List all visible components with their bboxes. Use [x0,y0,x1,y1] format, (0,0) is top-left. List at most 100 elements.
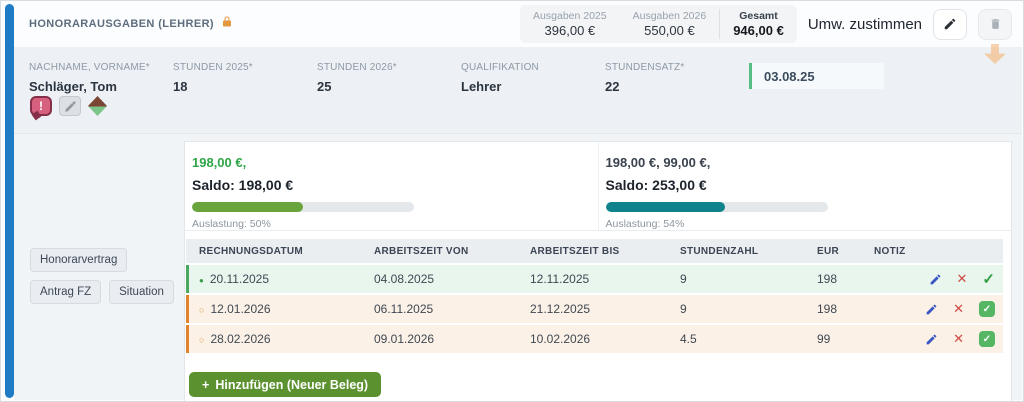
field-label: STUNDENSATZ* [605,62,685,73]
row-delete-x-icon[interactable]: ✕ [956,271,968,286]
table-row: ● 20.11.2025 04.08.2025 12.11.2025 9 198 … [186,265,1003,293]
honorarvertrag-button[interactable]: Honorarvertrag [30,248,128,272]
column-header: EUR [817,245,840,257]
summary-2025: 198,00 €, Saldo: 198,00 € Auslastung: 50… [185,142,598,230]
status-circle-icon: ○ [199,305,205,315]
status-circle-icon: ○ [199,335,205,345]
situation-button[interactable]: Situation [109,280,174,304]
utilization-label: Auslastung: 50% [192,218,271,230]
field-label: STUNDEN 2025* [173,62,253,73]
edit-disabled-icon[interactable] [59,96,81,116]
utilization-bar [605,202,828,212]
column-header: ARBEITSZEIT BIS [530,245,620,257]
cell-rechnungsdatum: ○ 28.02.2026 [199,332,271,346]
person-status-icons: ! [30,96,107,116]
summary-saldo: Saldo: 198,00 € [192,177,294,193]
row-edit-pencil-icon[interactable] [925,303,938,316]
expense-summary: Ausgaben 2025 396,00 € Ausgaben 2026 550… [520,5,797,43]
row-approve-checkbox-icon[interactable]: ✓ [979,301,995,317]
stat-label: Ausgaben 2025 [533,10,607,22]
field-qualifikation: QUALIFIKATION Lehrer [461,62,605,133]
field-stunden-2025: STUNDEN 2025* 18 [173,62,317,133]
utilization-bar [192,202,414,212]
column-header: ARBEITSZEIT VON [374,245,469,257]
column-header: RECHNUNGSDATUM [199,245,304,257]
summary-amounts: 198,00 €, 99,00 €, [605,155,711,170]
stat-ausgaben-2026: Ausgaben 2026 550,00 € [620,9,720,39]
field-value: 18 [173,79,188,94]
row-actions: ✕ ✓ [919,270,1003,288]
column-header: STUNDENZAHL [680,245,759,257]
row-delete-x-icon[interactable]: ✕ [953,301,964,316]
header: HONORARAUSGABEN (LEHRER) Ausgaben 2025 3… [14,1,1022,47]
trash-icon [989,17,1002,31]
accent-bar [5,4,14,398]
beleg-table: RECHNUNGSDATUM ARBEITSZEIT VON ARBEITSZE… [186,239,1003,353]
cell-stundenzahl: 9 [680,272,687,286]
header-actions: Ausgaben 2025 396,00 € Ausgaben 2026 550… [520,5,1012,43]
field-value: Lehrer [461,79,502,94]
cell-rechnungsdatum: ○ 12.01.2026 [199,302,271,316]
cell-eur: 198 [817,272,838,286]
sidebar-buttons: Honorarvertrag Antrag FZ Situation [30,248,182,304]
page-title: HONORARAUSGABEN (LEHRER) [29,18,214,30]
field-label: STUNDEN 2026* [317,62,397,73]
stat-gesamt: Gesamt 946,00 € [719,9,797,39]
stat-label: Gesamt [739,10,778,22]
umw-zustimmen-action[interactable]: Umw. zustimmen [807,15,922,33]
cell-eur: 198 [817,302,838,316]
row-actions: ✕ ✓ [919,301,1003,317]
field-label: QUALIFIKATION [461,62,539,73]
table-header: RECHNUNGSDATUM ARBEITSZEIT VON ARBEITSZE… [186,239,1003,263]
row-edit-pencil-icon[interactable] [929,273,942,286]
cell-arbeitszeit-von: 09.01.2026 [374,332,435,346]
stat-label: Ausgaben 2026 [632,10,707,22]
content-area: Honorarvertrag Antrag FZ Situation 198,0… [14,133,1022,401]
field-stundensatz: STUNDENSATZ* 22 [605,62,749,133]
cell-eur: 99 [817,332,831,346]
cell-arbeitszeit-von: 04.08.2025 [374,272,435,286]
saldo-summaries: 198,00 €, Saldo: 198,00 € Auslastung: 50… [185,142,1011,231]
stat-value: 550,00 € [644,23,695,38]
comment-warning-icon[interactable]: ! [30,96,52,116]
detail-panel: 198,00 €, Saldo: 198,00 € Auslastung: 50… [184,141,1012,401]
field-value: 25 [317,79,332,94]
field-value: 22 [605,79,620,94]
summary-saldo: Saldo: 253,00 € [605,177,707,193]
summary-amounts: 198,00 €, [192,155,247,170]
table-row: ○ 12.01.2026 06.11.2025 21.12.2025 9 198 … [186,295,1003,323]
utilization-bar-fill [192,202,303,212]
utilization-label: Auslastung: 54% [605,218,685,230]
cell-arbeitszeit-bis: 10.02.2026 [530,332,591,346]
column-header: NOTIZ [874,245,906,257]
pencil-icon [943,17,957,31]
cell-arbeitszeit-bis: 21.12.2025 [530,302,591,316]
row-delete-x-icon[interactable]: ✕ [953,331,964,346]
cell-stundenzahl: 4.5 [680,332,697,346]
lock-icon [221,15,233,33]
add-beleg-label: Hinzufügen (Neuer Beleg) [215,377,369,392]
utilization-bar-fill [605,202,726,212]
field-label: NACHNAME, VORNAME* [29,62,150,73]
row-approved-check-icon[interactable]: ✓ [982,271,995,288]
stat-value: 946,00 € [733,23,784,38]
plus-icon: + [202,377,210,392]
table-row: ○ 28.02.2026 09.01.2026 10.02.2026 4.5 99… [186,325,1003,353]
row-actions: ✕ ✓ [919,331,1003,347]
stat-value: 396,00 € [544,23,596,38]
field-value: Schläger, Tom [29,79,117,94]
cell-stundenzahl: 9 [680,302,687,316]
summary-2026: 198,00 €, 99,00 €, Saldo: 253,00 € Ausla… [597,142,1012,230]
cell-arbeitszeit-von: 06.11.2025 [374,302,434,316]
edit-button[interactable] [933,8,967,40]
person-details: NACHNAME, VORNAME* Schläger, Tom STUNDEN… [14,47,1022,133]
row-edit-pencil-icon[interactable] [925,333,938,346]
antrag-fz-button[interactable]: Antrag FZ [30,280,102,304]
delete-button[interactable] [978,8,1012,40]
diamond-status-icon[interactable] [88,96,107,116]
row-approve-checkbox-icon[interactable]: ✓ [979,331,995,347]
cell-arbeitszeit-bis: 12.11.2025 [530,272,590,286]
add-beleg-button[interactable]: + Hinzufügen (Neuer Beleg) [189,372,382,397]
date-badge: 03.08.25 [749,63,884,89]
